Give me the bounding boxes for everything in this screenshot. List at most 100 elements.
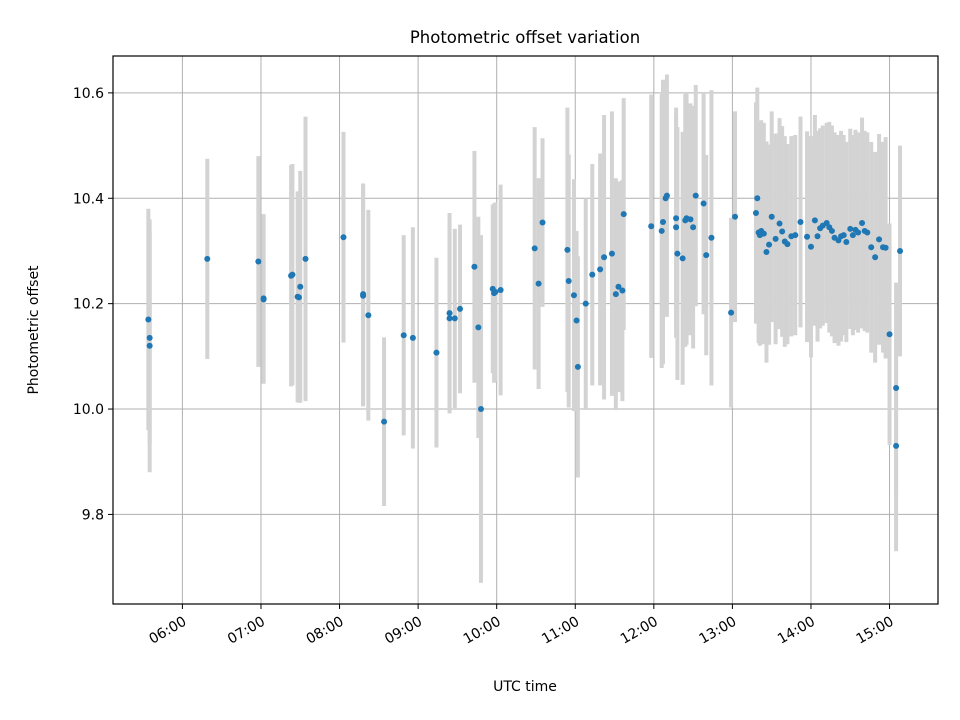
- data-point: [204, 255, 211, 262]
- data-point: [859, 220, 866, 227]
- data-point: [893, 384, 900, 391]
- data-point: [897, 247, 904, 254]
- data-point: [840, 232, 847, 239]
- x-axis-label: UTC time: [493, 679, 557, 695]
- data-point: [811, 217, 818, 224]
- data-point: [708, 234, 715, 241]
- data-point: [804, 233, 811, 240]
- data-point: [893, 442, 900, 449]
- data-point: [457, 305, 464, 312]
- data-point: [146, 334, 153, 341]
- y-tick-label: 10.0: [73, 402, 104, 418]
- data-point: [849, 232, 856, 239]
- data-point: [732, 213, 739, 220]
- data-point: [360, 292, 367, 299]
- data-point: [660, 218, 666, 225]
- data-point: [564, 246, 571, 253]
- data-point: [776, 220, 783, 227]
- data-point: [772, 235, 779, 242]
- data-point: [451, 315, 458, 322]
- data-point: [700, 200, 707, 207]
- data-point: [687, 216, 694, 223]
- data-point: [433, 349, 440, 356]
- data-point: [855, 229, 862, 236]
- data-point: [797, 218, 804, 225]
- y-tick-label: 9.8: [82, 507, 104, 523]
- data-point: [302, 255, 309, 262]
- data-point: [690, 224, 697, 231]
- data-point: [597, 266, 604, 273]
- data-point: [828, 227, 835, 234]
- data-point: [492, 289, 499, 296]
- data-point: [582, 300, 589, 307]
- data-point: [365, 312, 372, 319]
- data-point: [847, 225, 854, 232]
- plot-area-frame: [112, 55, 939, 605]
- data-point: [608, 250, 615, 257]
- data-point: [531, 245, 538, 252]
- data-point: [766, 241, 773, 248]
- data-point: [779, 228, 786, 235]
- data-point: [146, 342, 153, 349]
- data-point: [289, 271, 296, 278]
- data-point: [620, 211, 627, 218]
- data-point: [409, 334, 416, 341]
- data-point: [255, 258, 262, 265]
- data-point: [381, 418, 388, 425]
- data-point: [446, 315, 453, 322]
- data-point: [612, 291, 619, 298]
- data-point: [673, 215, 680, 222]
- data-point: [539, 219, 546, 226]
- data-point: [446, 310, 453, 317]
- y-tick-label: 10.2: [73, 297, 104, 313]
- data-point: [663, 192, 670, 199]
- data-point: [570, 292, 577, 299]
- data-point: [615, 283, 622, 290]
- data-point: [876, 236, 883, 243]
- data-point: [674, 250, 681, 257]
- data-point: [784, 241, 791, 248]
- data-point: [471, 263, 478, 270]
- data-point: [754, 195, 761, 202]
- y-axis: 9.8 10.0 10.2 10.4 10.6: [73, 86, 113, 523]
- data-point: [574, 363, 581, 370]
- data-point: [763, 249, 770, 256]
- data-point: [601, 254, 608, 261]
- y-tick-label: 10.4: [73, 191, 104, 207]
- data-point: [864, 229, 871, 236]
- data-point: [792, 232, 799, 239]
- data-point: [497, 286, 504, 293]
- data-point: [843, 239, 850, 246]
- data-point: [260, 296, 267, 303]
- data-point: [297, 283, 304, 290]
- chart-title: Photometric offset variation: [410, 28, 640, 47]
- data-point: [814, 233, 821, 240]
- data-point: [535, 280, 542, 287]
- data-point: [565, 277, 572, 284]
- data-point: [573, 317, 580, 324]
- data-point: [728, 309, 735, 316]
- y-tick-label: 10.6: [73, 86, 104, 102]
- data-point: [295, 294, 302, 301]
- data-point: [768, 213, 775, 220]
- point-layer: [145, 192, 904, 449]
- data-point: [477, 406, 484, 413]
- data-point: [673, 224, 680, 231]
- data-point: [679, 255, 686, 262]
- data-point: [589, 271, 596, 278]
- data-point: [760, 230, 767, 237]
- data-point: [872, 254, 879, 261]
- data-point: [868, 244, 875, 251]
- data-point: [807, 243, 814, 250]
- data-point: [145, 316, 152, 323]
- data-point: [648, 223, 655, 230]
- data-point: [882, 244, 889, 251]
- data-point: [619, 287, 626, 294]
- data-point: [400, 332, 407, 339]
- y-axis-label: Photometric offset: [26, 265, 42, 395]
- data-point: [658, 227, 665, 234]
- data-point: [886, 331, 893, 338]
- data-point: [692, 192, 699, 199]
- data-point: [475, 324, 482, 331]
